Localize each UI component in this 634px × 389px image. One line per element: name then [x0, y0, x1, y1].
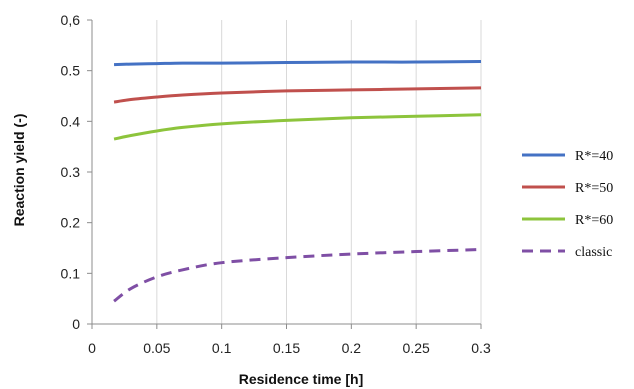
axes — [87, 19, 482, 329]
legend-label-3: classic — [575, 245, 612, 260]
series-line-3 — [113, 248, 482, 303]
legend-label-2: R*=60 — [575, 213, 613, 228]
legend-label-0: R*=40 — [575, 149, 613, 164]
x-tick-label: 0.2 — [342, 340, 362, 356]
y-tick-label: 0.3 — [61, 164, 81, 180]
series-lines — [113, 60, 482, 303]
series-line-2 — [113, 113, 482, 141]
legend-label-1: R*=50 — [575, 181, 613, 196]
x-tick-label: 0.25 — [403, 340, 430, 356]
y-axis-title: Reaction yield (-) — [11, 114, 27, 227]
x-axis-title: Residence time [h] — [239, 371, 363, 387]
legend: R*=40 R*=50 R*=60 classic — [522, 149, 613, 260]
y-tick-label: 0.5 — [61, 63, 81, 79]
x-tick-label: 0.15 — [273, 340, 300, 356]
x-tick-label: 0.05 — [143, 340, 170, 356]
vertical-gridlines — [156, 20, 482, 324]
tick-labels: 0 0.1 0.2 0.3 0.4 0.5 0,6 0 0.05 0.1 0.15 0.2 0.25 0.… — [61, 12, 491, 356]
y-tick-label: 0.4 — [61, 113, 81, 129]
series-line-1 — [113, 86, 482, 104]
y-tick-label: 0.1 — [61, 265, 81, 281]
y-tick-label: 0 — [72, 316, 80, 332]
series-line-0 — [113, 60, 482, 67]
x-tick-label: 0 — [88, 340, 96, 356]
y-tick-label: 0,6 — [61, 12, 81, 28]
x-tick-label: 0.1 — [212, 340, 232, 356]
x-tick-label: 0.3 — [471, 340, 491, 356]
y-tick-label: 0.2 — [61, 215, 81, 231]
